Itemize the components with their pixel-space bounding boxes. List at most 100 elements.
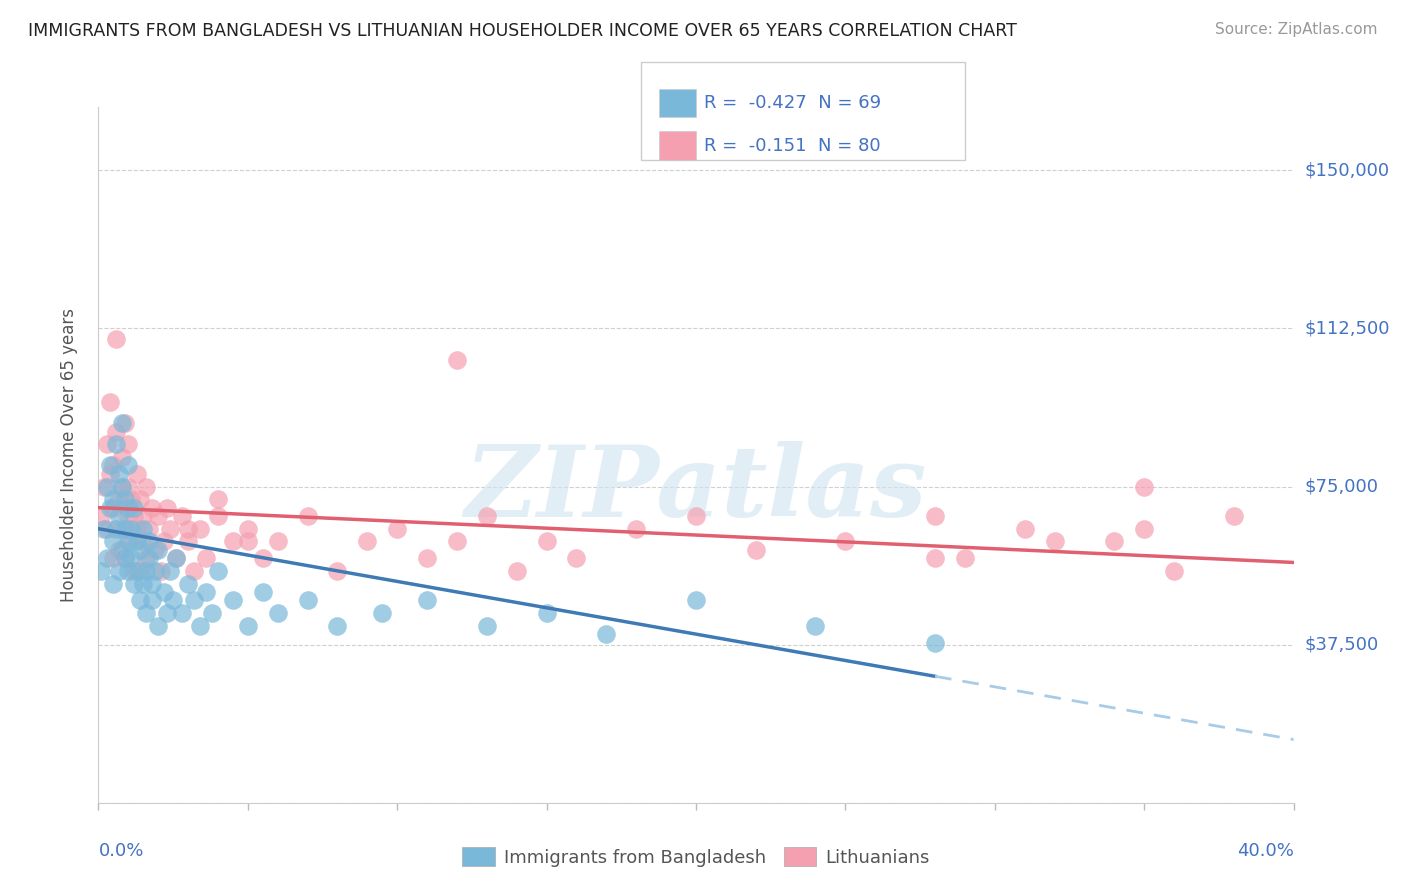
Point xyxy=(124,564,146,578)
Point xyxy=(416,593,439,607)
Text: R =  -0.427  N = 69: R = -0.427 N = 69 xyxy=(704,94,882,112)
Point xyxy=(1104,534,1126,549)
Point xyxy=(117,458,139,473)
Text: $112,500: $112,500 xyxy=(1305,319,1391,337)
Point xyxy=(385,522,409,536)
Text: Source: ZipAtlas.com: Source: ZipAtlas.com xyxy=(1215,22,1378,37)
Point xyxy=(127,564,149,578)
Point xyxy=(111,479,134,493)
Point xyxy=(98,458,122,473)
Point xyxy=(207,492,229,507)
Point xyxy=(177,522,200,536)
Point xyxy=(127,534,149,549)
Point xyxy=(93,522,115,536)
Text: IMMIGRANTS FROM BANGLADESH VS LITHUANIAN HOUSEHOLDER INCOME OVER 65 YEARS CORREL: IMMIGRANTS FROM BANGLADESH VS LITHUANIAN… xyxy=(28,22,1017,40)
Point xyxy=(98,467,122,481)
Point xyxy=(114,492,136,507)
Point xyxy=(117,437,139,451)
Point xyxy=(165,551,187,566)
Point xyxy=(111,479,134,493)
Point xyxy=(153,534,176,549)
Point xyxy=(267,606,290,620)
Point xyxy=(132,522,155,536)
Point xyxy=(953,551,976,566)
Point xyxy=(114,522,136,536)
Point xyxy=(475,618,498,632)
Point xyxy=(114,551,136,566)
Point xyxy=(222,593,245,607)
Point xyxy=(1043,534,1066,549)
Point xyxy=(138,534,160,549)
Point xyxy=(129,564,152,578)
Point xyxy=(201,606,224,620)
Point xyxy=(1133,522,1156,536)
Point xyxy=(159,522,181,536)
Point xyxy=(129,492,152,507)
Point xyxy=(96,551,118,566)
Point xyxy=(446,534,468,549)
Point xyxy=(105,332,128,346)
Point xyxy=(834,534,856,549)
Point xyxy=(1223,509,1246,524)
Point xyxy=(105,522,128,536)
Point xyxy=(685,593,707,607)
Point xyxy=(804,618,827,632)
Point xyxy=(156,606,179,620)
Point xyxy=(141,500,163,515)
Point xyxy=(148,542,170,557)
Text: 40.0%: 40.0% xyxy=(1237,842,1294,860)
Point xyxy=(103,534,125,549)
Point xyxy=(326,564,349,578)
Point xyxy=(446,353,468,368)
Point xyxy=(236,534,259,549)
Point xyxy=(506,564,529,578)
Point xyxy=(252,585,274,599)
Point xyxy=(103,576,125,591)
Point xyxy=(188,618,211,632)
Point xyxy=(536,606,558,620)
Point xyxy=(172,606,194,620)
Point xyxy=(1163,564,1185,578)
Point xyxy=(117,564,139,578)
Legend: Immigrants from Bangladesh, Lithuanians: Immigrants from Bangladesh, Lithuanians xyxy=(456,840,936,874)
Point xyxy=(138,551,160,566)
Point xyxy=(127,467,149,481)
Point xyxy=(177,576,200,591)
Point xyxy=(135,479,157,493)
Text: R =  -0.151  N = 80: R = -0.151 N = 80 xyxy=(704,136,882,154)
Point xyxy=(685,509,707,524)
Point xyxy=(188,522,211,536)
Point xyxy=(124,509,146,524)
Point xyxy=(120,492,142,507)
Point xyxy=(141,593,163,607)
Point xyxy=(114,417,136,431)
Point xyxy=(98,500,122,515)
Point xyxy=(297,593,319,607)
Point xyxy=(120,534,142,549)
Point xyxy=(252,551,274,566)
Point xyxy=(120,522,142,536)
Point xyxy=(117,534,139,549)
Point xyxy=(103,551,125,566)
Point xyxy=(90,564,112,578)
Point xyxy=(371,606,394,620)
Y-axis label: Householder Income Over 65 years: Householder Income Over 65 years xyxy=(59,308,77,602)
Point xyxy=(124,500,146,515)
Point xyxy=(132,576,155,591)
Point xyxy=(924,551,946,566)
Point xyxy=(138,522,160,536)
Point xyxy=(924,635,946,649)
Point xyxy=(108,509,131,524)
Text: $150,000: $150,000 xyxy=(1305,161,1389,179)
Point xyxy=(96,479,118,493)
Point xyxy=(183,564,205,578)
Point xyxy=(108,564,131,578)
Text: $37,500: $37,500 xyxy=(1305,636,1379,654)
Text: ZIPatlas: ZIPatlas xyxy=(465,442,927,538)
Point xyxy=(326,618,349,632)
Point xyxy=(1014,522,1036,536)
Point xyxy=(416,551,439,566)
Point xyxy=(103,492,125,507)
Point xyxy=(236,618,259,632)
Point xyxy=(267,534,290,549)
